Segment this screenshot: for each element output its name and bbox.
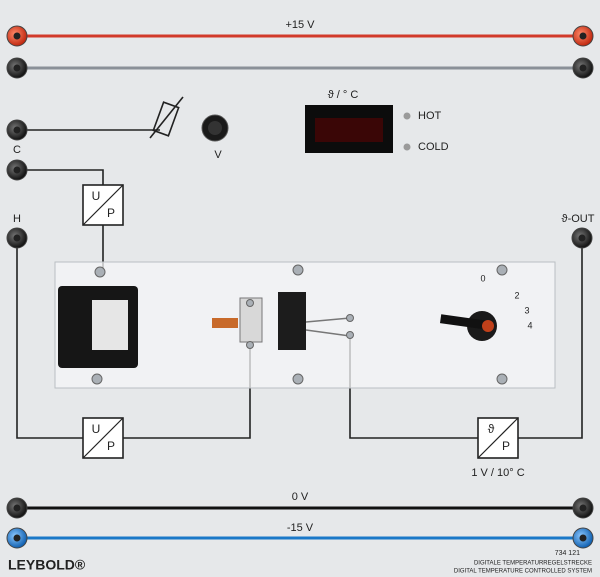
rail-label: 0 V xyxy=(292,491,309,503)
title-en: DIGITAL TEMPERATURE CONTROLLED SYSTEM xyxy=(454,569,592,575)
dial-mark: 3 xyxy=(524,305,529,315)
knob-pointer xyxy=(439,314,486,330)
converter: U P xyxy=(82,417,124,459)
converter-in: ϑ xyxy=(488,422,495,436)
socket-label: H xyxy=(13,213,21,225)
converter-out: P xyxy=(107,206,115,220)
knob-cap xyxy=(208,121,222,135)
wire xyxy=(518,238,583,439)
led-label: COLD xyxy=(418,141,449,153)
knob-center xyxy=(482,320,494,332)
resistor-arrow xyxy=(149,96,184,139)
sensor-block xyxy=(278,292,306,350)
title-de: DIGITALE TEMPERATURREGELSTRECKE xyxy=(474,561,592,567)
screws xyxy=(91,264,508,385)
dial-mark: 4 xyxy=(527,320,532,330)
socket-label: ϑ-OUT xyxy=(562,213,595,225)
converter-in: U xyxy=(92,422,101,436)
dial-mark: 0 xyxy=(480,273,485,283)
led-label: HOT xyxy=(418,110,442,122)
knob-label: V xyxy=(214,149,222,161)
sensor-leads xyxy=(305,317,351,337)
converter-out: P xyxy=(107,439,115,453)
converter: U P xyxy=(82,184,124,226)
converter: ϑ P xyxy=(477,417,519,459)
brand: LEYBOLD® xyxy=(8,557,86,573)
converter-in: U xyxy=(92,189,101,203)
converter-out: P xyxy=(502,439,510,453)
led xyxy=(403,112,411,120)
sensor-wire xyxy=(212,318,238,328)
led xyxy=(403,143,411,151)
socket-label: C xyxy=(13,144,21,156)
display-label: ϑ / ° C xyxy=(328,89,359,101)
coil-label xyxy=(92,300,128,350)
dial-mark: 2 xyxy=(514,290,519,300)
part-number: 734 121 xyxy=(555,550,580,557)
wire xyxy=(16,238,83,439)
display-digits xyxy=(315,118,383,142)
resistor xyxy=(152,101,180,137)
converter-caption: 1 V / 10° C xyxy=(471,467,524,479)
rail-label: -15 V xyxy=(287,522,314,534)
socket-holes xyxy=(13,32,587,542)
rail-label: +15 V xyxy=(285,19,315,31)
